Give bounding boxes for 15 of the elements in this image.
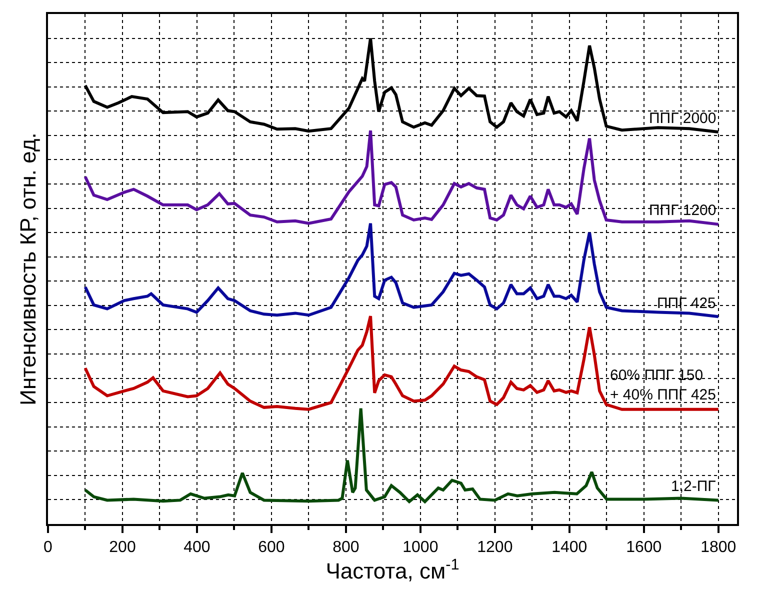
x-tick-label: 1600 [626,539,662,556]
series-label: 1,2-ПГ [671,478,716,495]
x-tick-label: 1400 [552,539,588,556]
x-tick-label: 600 [258,539,285,556]
x-axis-title: Частота, см$^{-1}$ [326,556,460,584]
x-tick-label: 1800 [700,539,736,556]
x-tick-label: 0 [44,539,53,556]
x-tick-label: 200 [109,539,136,556]
y-axis-title: Интенсивность КР, отн. ед. [15,132,40,406]
x-tick-label: 800 [332,539,360,556]
x-tick-label: 400 [184,539,210,556]
series-label: ППГ 2000 [649,110,716,127]
series-label: ППГ 1200 [649,202,716,219]
x-tick-label: 1000 [402,539,438,556]
x-tick-label: 1200 [477,539,513,556]
